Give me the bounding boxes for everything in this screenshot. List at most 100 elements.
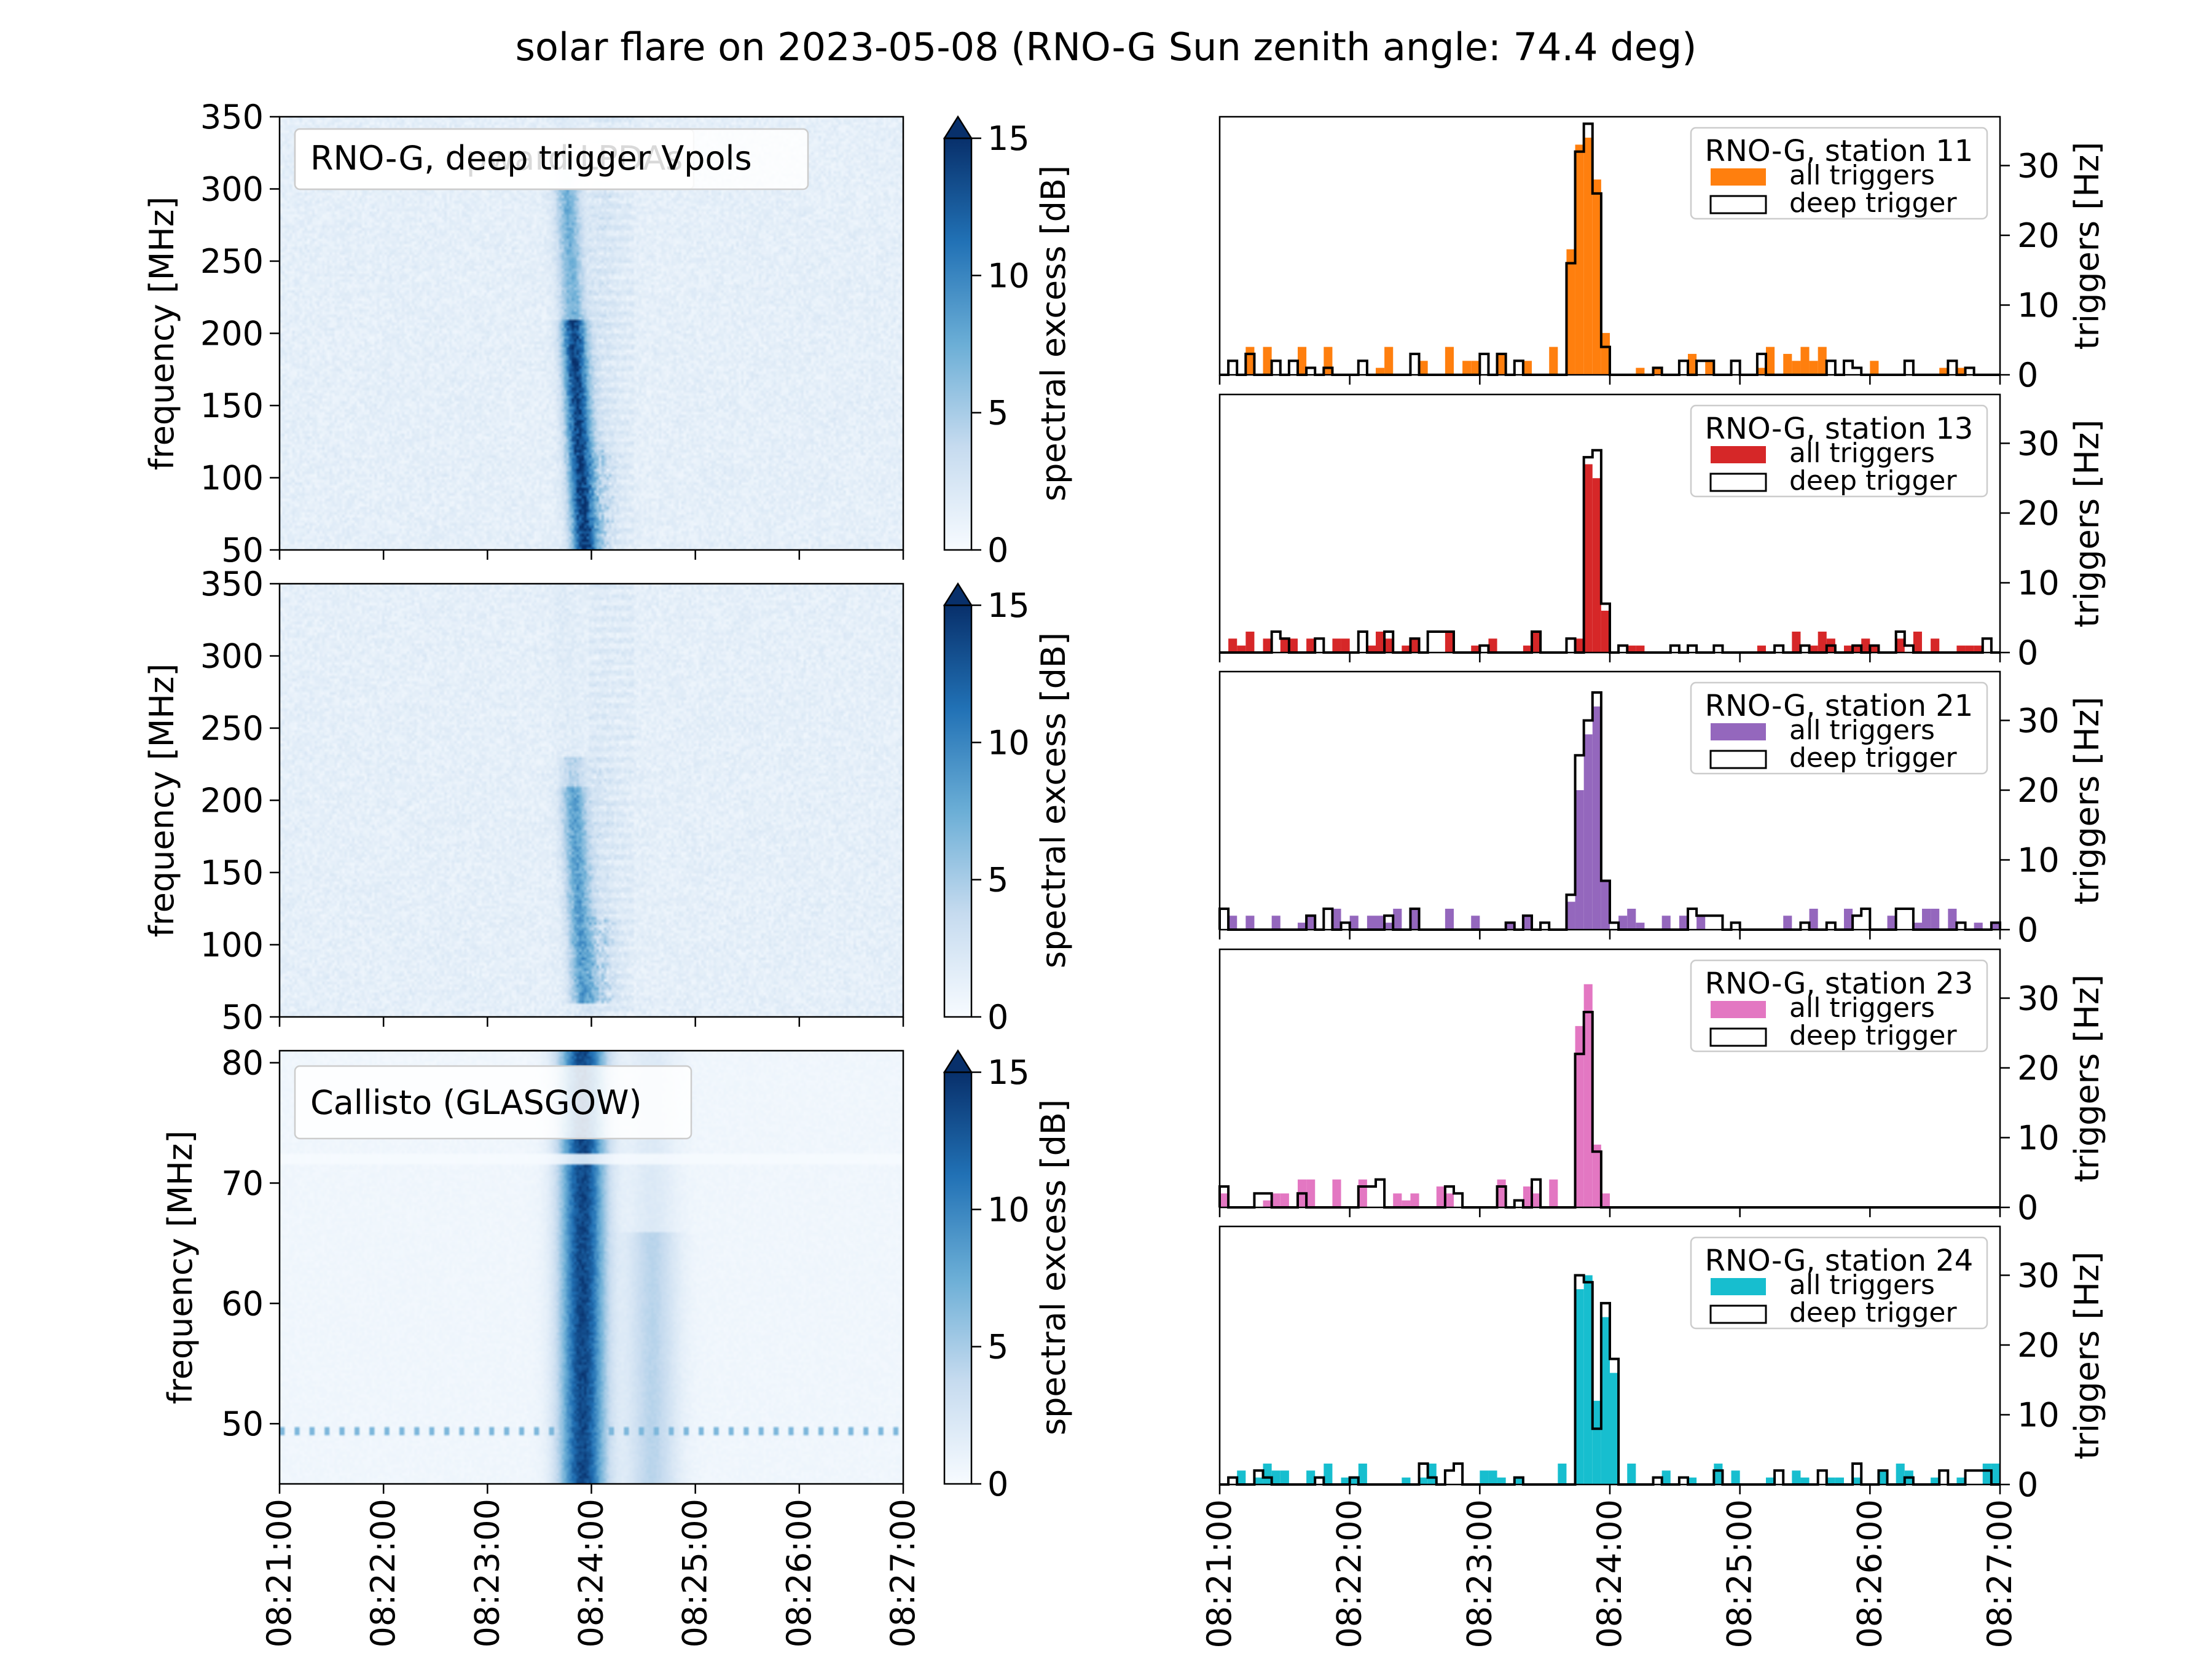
bar-all-triggers bbox=[1263, 347, 1272, 375]
bar-all-triggers bbox=[1220, 1193, 1229, 1207]
colorbar-tick-label: 5 bbox=[987, 1328, 1008, 1367]
colorbar-tick-label: 10 bbox=[987, 256, 1030, 295]
bar-all-triggers bbox=[1601, 1193, 1610, 1207]
y-tick-label: 10 bbox=[2017, 1395, 2060, 1434]
colorbar-label: spectral excess [dB] bbox=[1034, 1099, 1073, 1435]
station-11: 0 10 20 30 triggers [Hz] RNO-G, station 11all… bbox=[1218, 116, 2106, 394]
bar-all-triggers bbox=[1783, 353, 1792, 375]
bar-all-triggers bbox=[1922, 908, 1931, 930]
figure-title: solar flare on 2023-05-08 (RNO-G Sun zen… bbox=[516, 25, 1697, 69]
bar-all-triggers bbox=[1931, 638, 1940, 653]
y-axis-label: frequency [MHz] bbox=[143, 197, 181, 471]
bar-all-triggers bbox=[1376, 916, 1385, 930]
bar-all-triggers bbox=[1818, 347, 1827, 375]
bar-all-triggers bbox=[1627, 1463, 1636, 1484]
x-tick-label: 08:27:00 bbox=[884, 1499, 922, 1648]
bar-all-triggers bbox=[1896, 1463, 1905, 1484]
y-tick-label: 10 bbox=[2017, 841, 2060, 879]
panel-label-box bbox=[294, 128, 809, 190]
y-tick-label: 350 bbox=[200, 565, 264, 603]
bar-all-triggers bbox=[1792, 631, 1801, 653]
bar-all-triggers bbox=[1298, 347, 1307, 375]
bar-all-triggers bbox=[1462, 361, 1472, 375]
bar-all-triggers bbox=[1402, 1477, 1411, 1484]
bar-all-triggers bbox=[1610, 1373, 1619, 1484]
bar-all-triggers bbox=[1575, 638, 1584, 653]
x-tick-label: 08:27:00 bbox=[1980, 1499, 2019, 1649]
bar-all-triggers bbox=[1471, 645, 1480, 653]
bar-all-triggers bbox=[1488, 638, 1497, 653]
y-tick-label: 150 bbox=[200, 386, 264, 425]
bar-all-triggers bbox=[1341, 638, 1350, 653]
bar-all-triggers bbox=[1956, 645, 1966, 653]
bar-all-triggers bbox=[1384, 922, 1394, 930]
bar-all-triggers bbox=[1575, 144, 1584, 375]
bar-all-triggers bbox=[1306, 638, 1316, 653]
x-tick-label: 08:25:00 bbox=[1720, 1499, 1759, 1649]
y-tick-label: 350 bbox=[200, 98, 264, 136]
y-tick-label: 250 bbox=[200, 242, 264, 281]
y-tick-label: 300 bbox=[200, 637, 264, 676]
bar-all-triggers bbox=[1298, 922, 1307, 930]
y-tick-label: 250 bbox=[200, 709, 264, 748]
series-deep-trigger bbox=[1218, 691, 2001, 931]
legend-label: deep trigger bbox=[1789, 1297, 1957, 1328]
station-23: 0 10 20 30 triggers [Hz] RNO-G, station 23all… bbox=[1218, 948, 2106, 1227]
bar-all-triggers bbox=[1332, 1179, 1341, 1207]
bar-all-triggers bbox=[1991, 1463, 2000, 1484]
x-tick-label: 08:25:00 bbox=[676, 1499, 715, 1648]
bar-all-triggers bbox=[1505, 922, 1515, 930]
station-21: 0 10 20 30 triggers [Hz] RNO-G, station 21all… bbox=[1218, 670, 2106, 949]
bar-all-triggers bbox=[1800, 347, 1810, 375]
bar-all-triggers bbox=[1913, 922, 1922, 930]
colorbar-label: spectral excess [dB] bbox=[1034, 632, 1073, 968]
y-tick-label: 10 bbox=[2017, 1118, 2060, 1157]
bar-all-triggers bbox=[1792, 1470, 1801, 1484]
legend-label: all triggers bbox=[1789, 437, 1935, 469]
bar-all-triggers bbox=[1826, 1477, 1835, 1484]
bar-all-triggers bbox=[1861, 638, 1870, 653]
series-deep-trigger bbox=[1220, 122, 2000, 376]
bar-all-triggers bbox=[1332, 638, 1341, 653]
bar-all-triggers bbox=[1497, 1179, 1506, 1207]
bar-all-triggers bbox=[1324, 347, 1333, 375]
bar-all-triggers bbox=[1982, 1463, 1991, 1484]
legend-swatch-all-triggers bbox=[1711, 446, 1766, 463]
bar-all-triggers bbox=[1271, 1193, 1281, 1207]
bar-all-triggers bbox=[1306, 916, 1316, 930]
y-tick-label: 50 bbox=[221, 531, 264, 570]
colorbar-tick-label: 5 bbox=[987, 861, 1008, 900]
y-tick-label: 50 bbox=[221, 998, 264, 1037]
x-tick-label: 08:22:00 bbox=[1330, 1499, 1369, 1649]
bar-all-triggers bbox=[1870, 645, 1879, 653]
y-tick-label: 20 bbox=[2017, 1049, 2060, 1088]
bar-all-triggers bbox=[1228, 638, 1237, 653]
y-tick-label: 0 bbox=[2017, 911, 2038, 949]
x-tick-label: 08:22:00 bbox=[364, 1499, 402, 1648]
legend-title: RNO-G, station 13 bbox=[1705, 412, 1974, 446]
legend-swatch-deep-trigger bbox=[1709, 750, 1767, 769]
bar-all-triggers bbox=[1800, 1477, 1810, 1484]
bar-all-triggers bbox=[1688, 1477, 1697, 1484]
legend-swatch-deep-trigger bbox=[1709, 1027, 1767, 1047]
bar-all-triggers bbox=[1341, 1477, 1350, 1484]
bar-all-triggers bbox=[1271, 916, 1281, 930]
bar-all-triggers bbox=[1592, 478, 1601, 653]
bar-all-triggers bbox=[1766, 1477, 1775, 1484]
bar-all-triggers bbox=[1306, 1470, 1316, 1484]
bar-all-triggers bbox=[1679, 916, 1688, 930]
panel-label: RNO-G, deep trigger Vpols bbox=[310, 139, 752, 178]
y-axis-label: triggers [Hz] bbox=[2068, 142, 2106, 350]
y-tick-label: 10 bbox=[2017, 286, 2060, 324]
y-tick-label: 80 bbox=[221, 1044, 264, 1083]
bar-all-triggers bbox=[1575, 1026, 1584, 1207]
y-tick-label: 20 bbox=[2017, 216, 2060, 255]
y-tick-label: 60 bbox=[221, 1284, 264, 1323]
x-tick-label: 08:21:00 bbox=[1200, 1499, 1239, 1649]
bar-all-triggers bbox=[1254, 1477, 1263, 1484]
y-tick-label: 30 bbox=[2017, 701, 2060, 740]
bar-all-triggers bbox=[1549, 347, 1558, 375]
bar-all-triggers bbox=[1766, 347, 1775, 375]
y-tick-label: 0 bbox=[2017, 633, 2038, 672]
